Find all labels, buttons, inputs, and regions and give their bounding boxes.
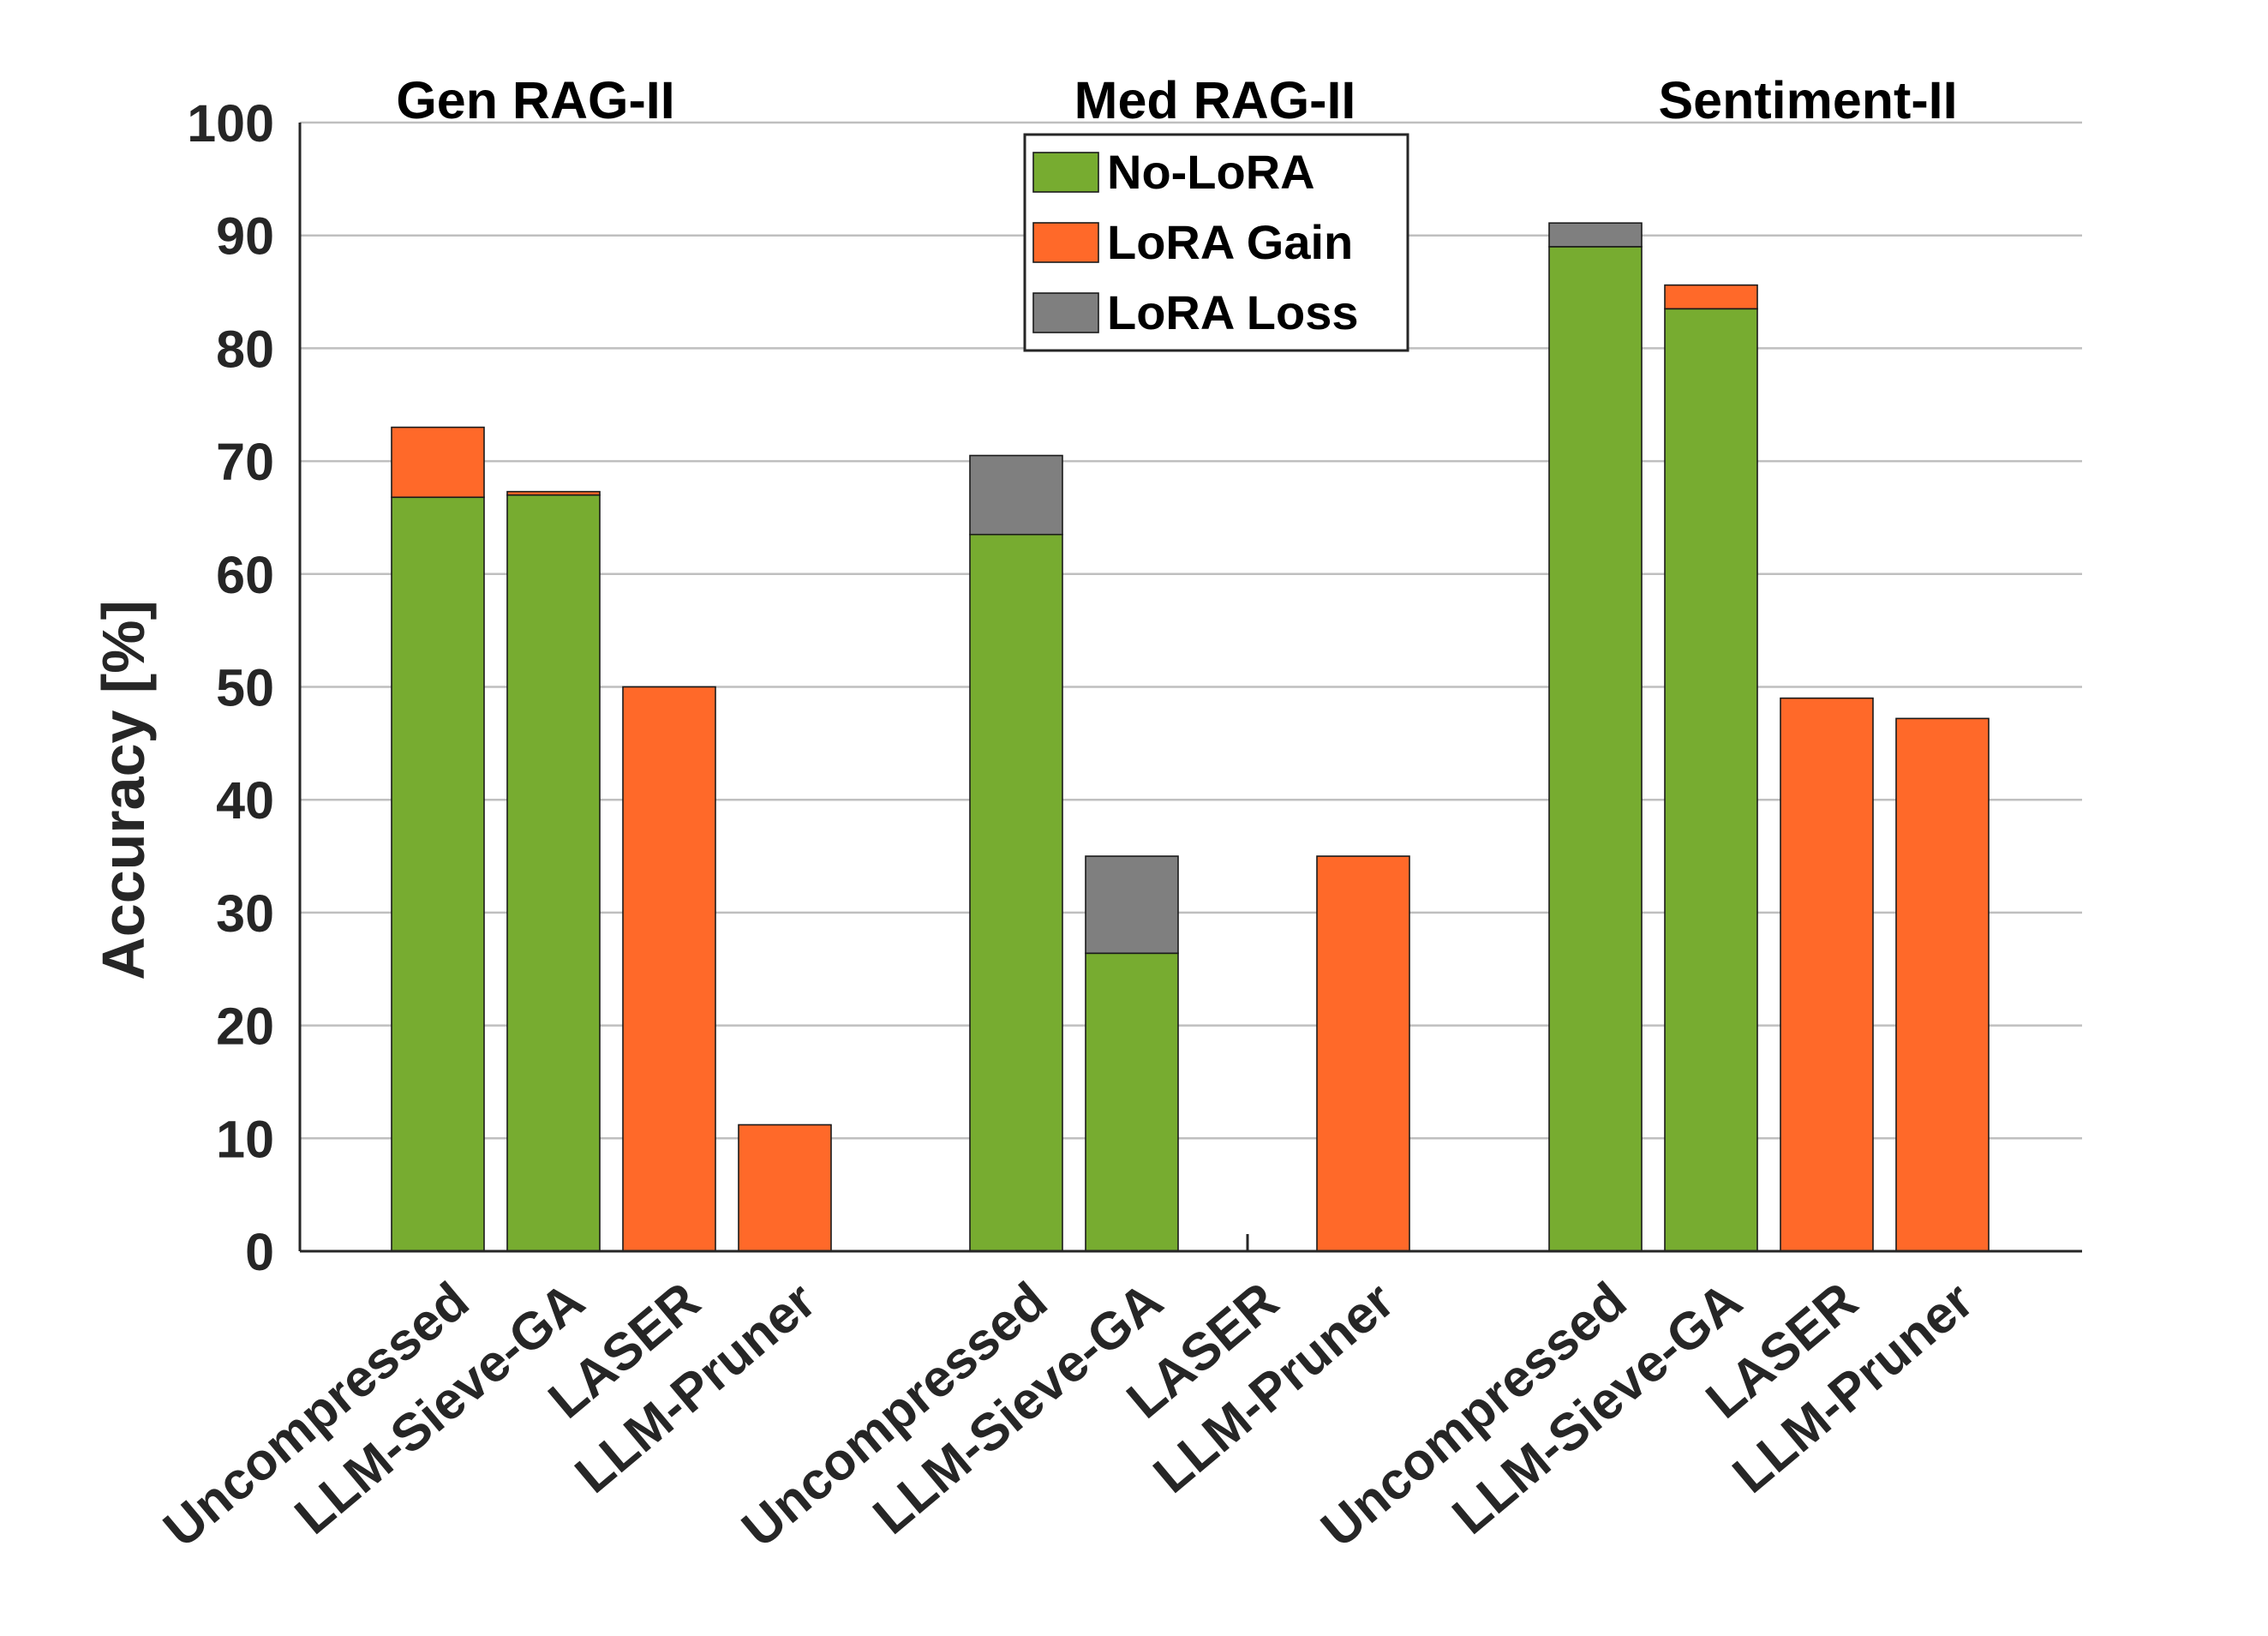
y-tick-label: 90 xyxy=(216,207,274,266)
bar-sentiment-ii-uncompressed-lora-loss xyxy=(1548,222,1643,248)
axes xyxy=(298,123,2082,1253)
bar-gen-rag-ii-llm-sieve-ga-no-lora xyxy=(506,494,601,1252)
group-title-sentiment-ii: Sentiment-II xyxy=(1658,71,1957,129)
group-title-gen-rag-ii: Gen RAG-II xyxy=(396,71,674,129)
bar-sentiment-ii-llm-pruner-lora-gain xyxy=(1895,717,1990,1252)
bar-med-rag-ii-llm-pruner-lora-gain xyxy=(1316,855,1410,1252)
bar-sentiment-ii-llm-sieve-ga-no-lora xyxy=(1664,308,1758,1252)
legend-label-lora-gain: LoRA Gain xyxy=(1107,215,1353,269)
y-tick-label: 50 xyxy=(216,659,274,717)
y-tick-label: 80 xyxy=(216,320,274,378)
bar-gen-rag-ii-laser-lora-gain xyxy=(622,686,716,1252)
y-tick-label: 20 xyxy=(216,998,274,1056)
bar-gen-rag-ii-uncompressed-no-lora xyxy=(391,496,485,1252)
y-tick-label: 70 xyxy=(216,433,274,491)
bar-med-rag-ii-llm-sieve-ga-lora-loss xyxy=(1085,855,1179,955)
y-tick-labels: 0 10 20 30 40 50 60 70 80 90 100 xyxy=(187,94,274,1281)
bar-med-rag-ii-llm-sieve-ga-no-lora xyxy=(1085,952,1179,1252)
y-tick-label: 30 xyxy=(216,884,274,943)
bar-gen-rag-ii-llm-pruner-lora-gain xyxy=(738,1124,832,1252)
legend-swatch-lora-gain xyxy=(1032,222,1099,263)
y-tick-label: 60 xyxy=(216,546,274,604)
y-tick-label: 40 xyxy=(216,771,274,830)
group-titles: Gen RAG-II Med RAG-II Sentiment-II xyxy=(396,71,1957,129)
y-tick-label: 0 xyxy=(245,1223,274,1281)
bar-sentiment-ii-llm-sieve-ga-lora-gain xyxy=(1664,284,1758,310)
y-axis-label: Accuracy [%] xyxy=(90,600,157,980)
bar-med-rag-ii-uncompressed-lora-loss xyxy=(969,454,1063,536)
y-tick-label: 100 xyxy=(187,94,274,153)
legend-swatch-lora-loss xyxy=(1032,292,1099,333)
legend-swatch-no-lora xyxy=(1032,152,1099,193)
bar-sentiment-ii-laser-lora-gain xyxy=(1780,697,1874,1252)
category-labels: UncompressedLLM-Sieve-GALASERLLM-PrunerU… xyxy=(153,1271,1984,1558)
bar-med-rag-ii-uncompressed-no-lora xyxy=(969,533,1063,1252)
y-tick-label: 10 xyxy=(216,1110,274,1168)
group-title-med-rag-ii: Med RAG-II xyxy=(1074,71,1356,129)
legend-label-no-lora: No-LoRA xyxy=(1107,145,1315,199)
bar-sentiment-ii-uncompressed-no-lora xyxy=(1548,246,1643,1252)
legend: No-LoRA LoRA Gain LoRA Loss xyxy=(1023,133,1409,352)
bars xyxy=(391,222,1990,1252)
bar-gen-rag-ii-llm-sieve-ga-lora-gain xyxy=(506,490,601,496)
legend-label-lora-loss: LoRA Loss xyxy=(1107,285,1358,339)
bar-gen-rag-ii-uncompressed-lora-gain xyxy=(391,426,485,499)
